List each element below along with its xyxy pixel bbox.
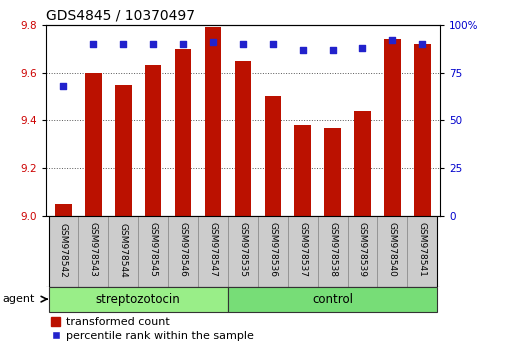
Bar (317, 216, 347, 287)
Bar (138, 216, 168, 287)
Point (149, 41, 157, 47)
Point (418, 41, 426, 47)
Bar (377, 216, 407, 287)
Bar (227, 287, 436, 312)
Bar (407, 216, 436, 287)
Bar (48, 216, 78, 287)
Bar (294, 125, 310, 216)
Bar (227, 216, 258, 287)
Text: GSM978536: GSM978536 (268, 222, 277, 278)
Bar (258, 216, 287, 287)
Bar (413, 44, 430, 216)
Text: GSM978540: GSM978540 (387, 222, 396, 278)
Bar (175, 49, 191, 216)
Bar (85, 73, 102, 216)
Text: agent: agent (3, 294, 35, 304)
Bar (78, 216, 108, 287)
Text: GSM978541: GSM978541 (417, 222, 426, 278)
Point (328, 47, 336, 52)
Bar (168, 216, 197, 287)
Bar (287, 216, 317, 287)
Text: GSM978542: GSM978542 (59, 223, 68, 277)
Bar (347, 216, 377, 287)
Text: GSM978544: GSM978544 (119, 223, 128, 277)
Bar (264, 97, 280, 216)
Text: GSM978546: GSM978546 (178, 222, 187, 278)
Point (238, 41, 246, 47)
Bar (197, 216, 227, 287)
Bar (108, 216, 138, 287)
Bar (115, 85, 131, 216)
Text: GSM978535: GSM978535 (238, 222, 247, 278)
Text: GDS4845 / 10370497: GDS4845 / 10370497 (45, 8, 194, 22)
Point (268, 41, 276, 47)
Text: GSM978547: GSM978547 (208, 222, 217, 278)
Text: GSM978539: GSM978539 (357, 222, 366, 278)
Point (59, 83, 67, 89)
Bar (383, 39, 400, 216)
Bar (324, 127, 340, 216)
Point (209, 39, 217, 45)
Bar (48, 287, 227, 312)
Bar (354, 111, 370, 216)
Text: GSM978543: GSM978543 (89, 222, 97, 278)
Point (298, 47, 306, 52)
Point (387, 37, 395, 43)
Bar (55, 204, 72, 216)
Text: GSM978538: GSM978538 (327, 222, 336, 278)
Text: control: control (312, 293, 352, 306)
Point (119, 41, 127, 47)
Bar (144, 65, 161, 216)
Text: GSM978545: GSM978545 (148, 222, 158, 278)
Legend: transformed count, percentile rank within the sample: transformed count, percentile rank withi… (51, 317, 253, 341)
Point (358, 45, 366, 51)
Text: GSM978537: GSM978537 (297, 222, 307, 278)
Point (89, 41, 97, 47)
Point (179, 41, 187, 47)
Text: streptozotocin: streptozotocin (95, 293, 180, 306)
Bar (234, 61, 250, 216)
Bar (205, 27, 221, 216)
